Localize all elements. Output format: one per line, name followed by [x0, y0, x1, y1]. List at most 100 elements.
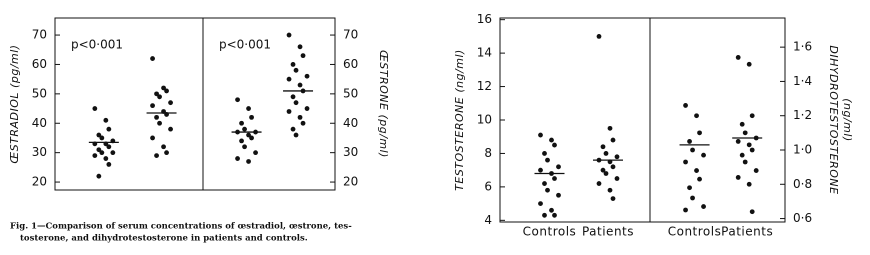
dot	[749, 113, 755, 119]
dot	[542, 212, 547, 218]
dot	[300, 53, 306, 59]
dot	[106, 144, 112, 150]
dot	[753, 168, 759, 173]
dot	[246, 132, 251, 138]
dot	[150, 135, 155, 141]
dot	[92, 106, 98, 111]
dot	[701, 152, 706, 158]
dot	[249, 114, 254, 120]
dot	[293, 100, 299, 106]
y-tick-label: 30	[343, 145, 358, 159]
dot	[746, 181, 752, 187]
dot	[607, 187, 613, 193]
dot	[157, 94, 162, 100]
y-axis-label: ŒSTRONE (pg/ml)	[377, 50, 390, 158]
dot	[242, 144, 247, 150]
y-tick-label: 40	[343, 116, 358, 130]
y-tick-label: 1·0	[793, 143, 812, 157]
dot	[293, 67, 299, 73]
dot	[552, 142, 557, 148]
dot	[746, 142, 752, 148]
y-tick-label: 50	[32, 86, 47, 100]
dot	[297, 114, 303, 120]
x-tick-label: Controls	[523, 225, 577, 239]
dot	[286, 32, 292, 38]
y-axis-label: ŒSTRADIOL (pg/ml)	[8, 44, 21, 163]
dot	[293, 132, 299, 138]
dot	[150, 56, 155, 61]
y-tick-label: 30	[32, 145, 47, 159]
y-axis-label: (ng/ml)	[841, 98, 854, 142]
dot	[297, 44, 303, 50]
y-tick-label: 60	[32, 57, 47, 71]
dot	[749, 209, 755, 215]
dot	[603, 171, 609, 176]
dot	[161, 144, 166, 150]
dot	[164, 150, 169, 156]
dot	[542, 151, 547, 156]
dot	[99, 150, 105, 156]
dot	[603, 151, 609, 156]
dot	[253, 150, 258, 156]
dot	[749, 147, 755, 153]
dot	[614, 154, 620, 160]
dot	[103, 117, 109, 123]
y-tick-label: 1·4	[793, 74, 812, 88]
caption-line: tosterone, and dihydrotestosterone in pa…	[20, 234, 308, 244]
y-tick-label: 0·8	[793, 177, 812, 191]
dot	[235, 156, 240, 161]
dot	[614, 176, 620, 181]
dot	[549, 137, 554, 143]
y-axis-label: TESTOSTERONE (ng/ml)	[453, 49, 466, 191]
y-tick-label: 0·6	[793, 211, 812, 225]
dot	[596, 181, 602, 186]
dot	[92, 153, 98, 159]
dot	[154, 153, 159, 159]
dot	[106, 126, 112, 132]
dot	[610, 137, 616, 143]
dot	[552, 212, 557, 218]
dot	[246, 106, 251, 111]
dot	[290, 62, 296, 67]
dot	[538, 201, 543, 207]
dot	[286, 109, 292, 114]
y-tick-label: 70	[343, 28, 358, 42]
dot	[239, 120, 244, 126]
dot	[157, 120, 162, 126]
dot	[239, 138, 244, 144]
dot	[96, 132, 102, 138]
dot	[154, 114, 159, 120]
dot	[106, 162, 112, 167]
dot	[683, 207, 688, 213]
y-tick-label: 6	[484, 179, 492, 193]
dot	[542, 181, 547, 186]
dot	[304, 106, 310, 111]
dot	[701, 204, 706, 209]
dot	[697, 176, 702, 182]
dot	[242, 126, 247, 132]
dot	[607, 125, 613, 131]
y-tick-label: 60	[343, 57, 358, 71]
y-tick-label: 20	[343, 175, 358, 189]
x-tick-label: Controls	[668, 225, 722, 239]
dot	[739, 121, 745, 127]
dot	[164, 88, 169, 94]
dot	[103, 156, 109, 161]
dot	[96, 147, 102, 153]
dot	[110, 150, 116, 156]
y-tick-label: 1·2	[793, 108, 812, 122]
dot	[290, 94, 296, 100]
dot	[694, 168, 699, 173]
dot	[610, 164, 616, 170]
dot	[690, 195, 695, 201]
dot	[168, 126, 173, 132]
y-axis-label: DIHYDROTESTOSTERONE	[827, 45, 840, 194]
right-frame	[499, 17, 786, 223]
y-tick-label: 50	[343, 86, 358, 100]
dot	[545, 187, 550, 193]
dot	[690, 147, 695, 153]
dot	[96, 173, 102, 179]
left-frame	[54, 17, 336, 191]
dot	[600, 167, 606, 173]
y-tick-label: 14	[477, 46, 492, 60]
